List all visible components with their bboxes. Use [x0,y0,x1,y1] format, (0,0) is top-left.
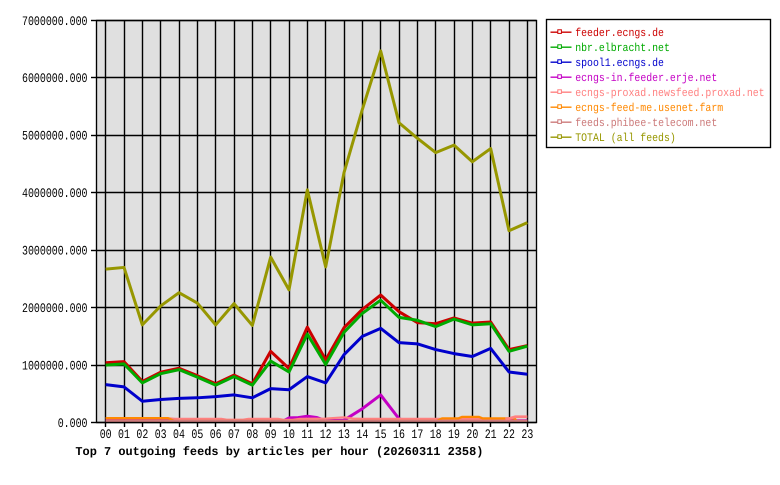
svg-text:6000000.000: 6000000.000 [22,71,88,86]
svg-text:ecngs-in.feeder.erje.net: ecngs-in.feeder.erje.net [575,72,717,85]
svg-text:11: 11 [301,427,313,442]
svg-text:02: 02 [136,427,148,442]
svg-text:feeds.phibee-telecom.net: feeds.phibee-telecom.net [575,117,717,130]
svg-text:04: 04 [173,427,185,442]
svg-text:08: 08 [246,427,258,442]
svg-text:18: 18 [430,427,442,442]
svg-text:3000000.000: 3000000.000 [22,244,88,259]
svg-text:5000000.000: 5000000.000 [22,129,88,144]
svg-text:Top 7 outgoing feeds by articl: Top 7 outgoing feeds by articles per hou… [75,445,483,459]
svg-text:7000000.000: 7000000.000 [22,14,88,29]
svg-text:17: 17 [411,427,423,442]
svg-text:1000000.000: 1000000.000 [22,358,88,373]
svg-text:nbr.elbracht.net: nbr.elbracht.net [575,42,670,55]
svg-text:16: 16 [393,427,405,442]
svg-text:2000000.000: 2000000.000 [22,301,88,316]
svg-text:spool1.ecngs.de: spool1.ecngs.de [575,57,664,70]
svg-text:12: 12 [320,427,332,442]
svg-text:ecngs-feed-me.usenet.farm: ecngs-feed-me.usenet.farm [575,102,723,115]
svg-text:07: 07 [228,427,240,442]
svg-text:03: 03 [155,427,167,442]
svg-text:23: 23 [521,427,533,442]
svg-text:19: 19 [448,427,460,442]
svg-text:22: 22 [503,427,515,442]
svg-text:05: 05 [191,427,203,442]
svg-text:06: 06 [210,427,222,442]
svg-text:13: 13 [338,427,350,442]
svg-text:TOTAL (all feeds): TOTAL (all feeds) [575,132,676,145]
svg-text:09: 09 [265,427,277,442]
svg-text:15: 15 [375,427,387,442]
svg-text:ecngs-proxad.newsfeed.proxad.n: ecngs-proxad.newsfeed.proxad.net [575,87,764,100]
svg-text:21: 21 [485,427,497,442]
svg-text:10: 10 [283,427,295,442]
svg-text:feeder.ecngs.de: feeder.ecngs.de [575,27,664,40]
svg-text:0.000: 0.000 [58,416,88,431]
svg-text:14: 14 [356,427,368,442]
svg-text:4000000.000: 4000000.000 [22,186,88,201]
svg-text:00: 00 [100,427,112,442]
svg-text:20: 20 [466,427,478,442]
svg-text:01: 01 [118,427,130,442]
